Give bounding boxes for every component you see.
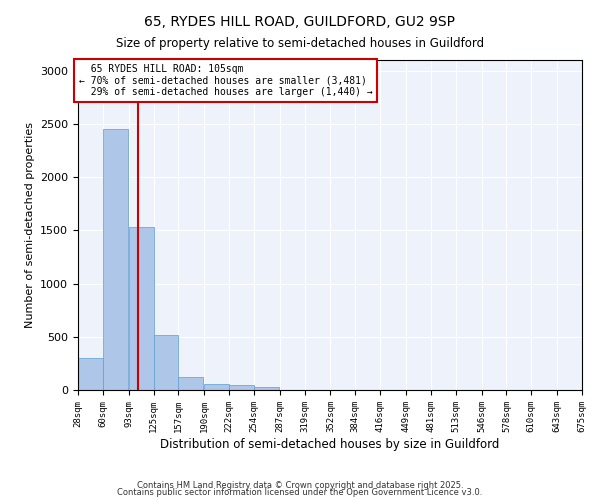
Text: Contains public sector information licensed under the Open Government Licence v3: Contains public sector information licen… — [118, 488, 482, 497]
Bar — [204, 384, 229, 390]
Y-axis label: Number of semi-detached properties: Number of semi-detached properties — [25, 122, 35, 328]
Bar — [254, 387, 279, 390]
Bar — [128, 227, 154, 390]
Bar — [154, 334, 178, 390]
X-axis label: Distribution of semi-detached houses by size in Guildford: Distribution of semi-detached houses by … — [160, 438, 500, 450]
Bar — [78, 358, 103, 390]
Text: Contains HM Land Registry data © Crown copyright and database right 2025.: Contains HM Land Registry data © Crown c… — [137, 480, 463, 490]
Text: Size of property relative to semi-detached houses in Guildford: Size of property relative to semi-detach… — [116, 38, 484, 51]
Bar — [103, 129, 128, 390]
Text: 65, RYDES HILL ROAD, GUILDFORD, GU2 9SP: 65, RYDES HILL ROAD, GUILDFORD, GU2 9SP — [145, 15, 455, 29]
Text: 65 RYDES HILL ROAD: 105sqm
← 70% of semi-detached houses are smaller (3,481)
  2: 65 RYDES HILL ROAD: 105sqm ← 70% of semi… — [79, 64, 373, 98]
Bar — [229, 384, 254, 390]
Bar — [178, 377, 203, 390]
